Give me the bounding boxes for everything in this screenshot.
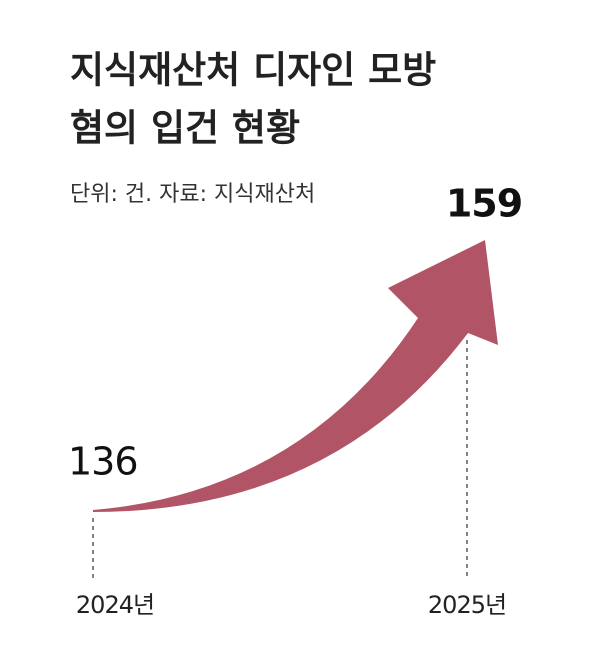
arrow bbox=[93, 240, 498, 512]
chart-title: 지식재산처 디자인 모방 bbox=[70, 49, 436, 92]
value-label: 136 bbox=[68, 440, 138, 484]
x-tick-label: 2025년 bbox=[428, 591, 506, 619]
x-tick-label: 2024년 bbox=[76, 591, 154, 619]
chart-subtitle: 단위: 건. 자료: 지식재산처 bbox=[70, 182, 315, 207]
value-label: 159 bbox=[446, 182, 522, 226]
chart-title: 혐의 입건 현황 bbox=[70, 107, 300, 150]
